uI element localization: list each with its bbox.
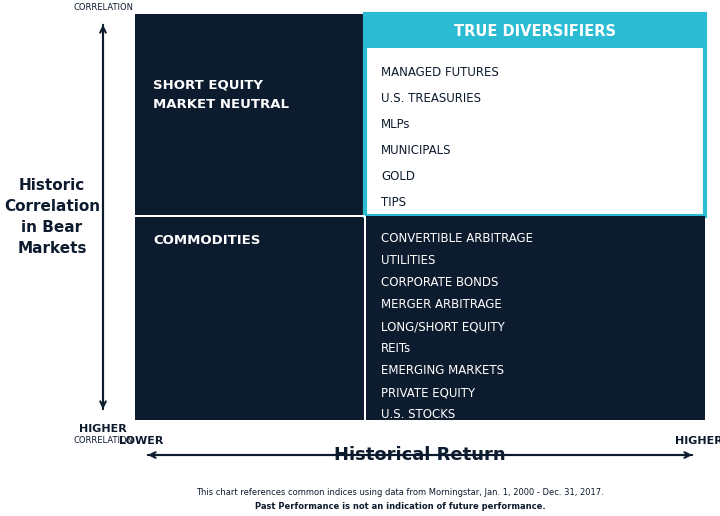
Text: MUNICIPALS: MUNICIPALS (381, 144, 451, 157)
Text: HIGHER: HIGHER (675, 436, 720, 446)
Bar (364, 216, 366, 420)
Text: CONVERTIBLE ARBITRAGE: CONVERTIBLE ARBITRAGE (381, 232, 533, 245)
Bar (365, 14, 705, 216)
Text: Past Performance is not an indication of future performance.: Past Performance is not an indication of… (255, 502, 545, 511)
Text: Historic
Correlation
in Bear
Markets: Historic Correlation in Bear Markets (4, 178, 100, 256)
Text: PRIVATE EQUITY: PRIVATE EQUITY (381, 386, 475, 399)
Bar (135, 215, 365, 217)
Bar (135, 14, 365, 216)
Text: CORRELATION: CORRELATION (73, 436, 133, 445)
Text: This chart references common indices using data from Morningstar, Jan. 1, 2000 -: This chart references common indices usi… (196, 488, 604, 497)
Text: MLPs: MLPs (381, 118, 410, 131)
Text: REITs: REITs (381, 342, 411, 355)
Text: MERGER ARBITRAGE: MERGER ARBITRAGE (381, 298, 502, 311)
Text: CORRELATION: CORRELATION (73, 3, 133, 12)
Text: TRUE DIVERSIFIERS: TRUE DIVERSIFIERS (454, 24, 616, 39)
Text: CORPORATE BONDS: CORPORATE BONDS (381, 276, 498, 289)
Text: LONG/SHORT EQUITY: LONG/SHORT EQUITY (381, 320, 505, 333)
Text: COMMODITIES: COMMODITIES (153, 234, 261, 247)
Text: U.S. STOCKS: U.S. STOCKS (381, 408, 455, 421)
Text: EMERGING MARKETS: EMERGING MARKETS (381, 364, 504, 377)
Text: HIGHER: HIGHER (79, 424, 127, 434)
Text: TIPS: TIPS (381, 196, 406, 209)
Text: UTILITIES: UTILITIES (381, 254, 436, 267)
Text: U.S. TREASURIES: U.S. TREASURIES (381, 92, 481, 105)
Text: LOWER: LOWER (119, 436, 163, 446)
Bar (365, 216, 705, 420)
Text: MANAGED FUTURES: MANAGED FUTURES (381, 66, 499, 79)
Text: Historical Return: Historical Return (334, 446, 506, 464)
Text: GOLD: GOLD (381, 170, 415, 183)
Text: SHORT EQUITY
MARKET NEUTRAL: SHORT EQUITY MARKET NEUTRAL (153, 79, 289, 111)
Text: LOWER: LOWER (81, 0, 125, 2)
Bar (135, 216, 365, 420)
Bar (365, 14, 705, 48)
